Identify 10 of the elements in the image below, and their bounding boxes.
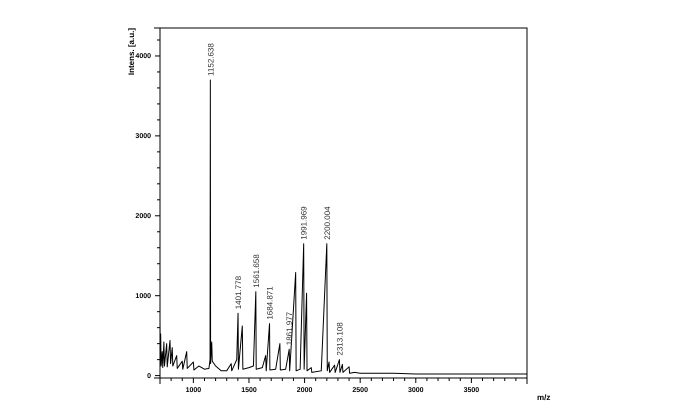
annotation: 1152.638 [206, 42, 216, 76]
annotation: 2200.004 [322, 206, 332, 240]
annotation: 1401.778 [234, 275, 244, 310]
annotation: 1684.871 [266, 286, 275, 320]
annotation: 1561.658 [252, 254, 261, 288]
x-axis-title: m/z [537, 393, 550, 402]
annotation: 1861.977 [285, 311, 294, 346]
annotation: 2313.108 [335, 322, 344, 356]
y-axis-title: Intens. [a.u.] [127, 28, 136, 76]
annotation: 1991.969 [300, 206, 309, 240]
